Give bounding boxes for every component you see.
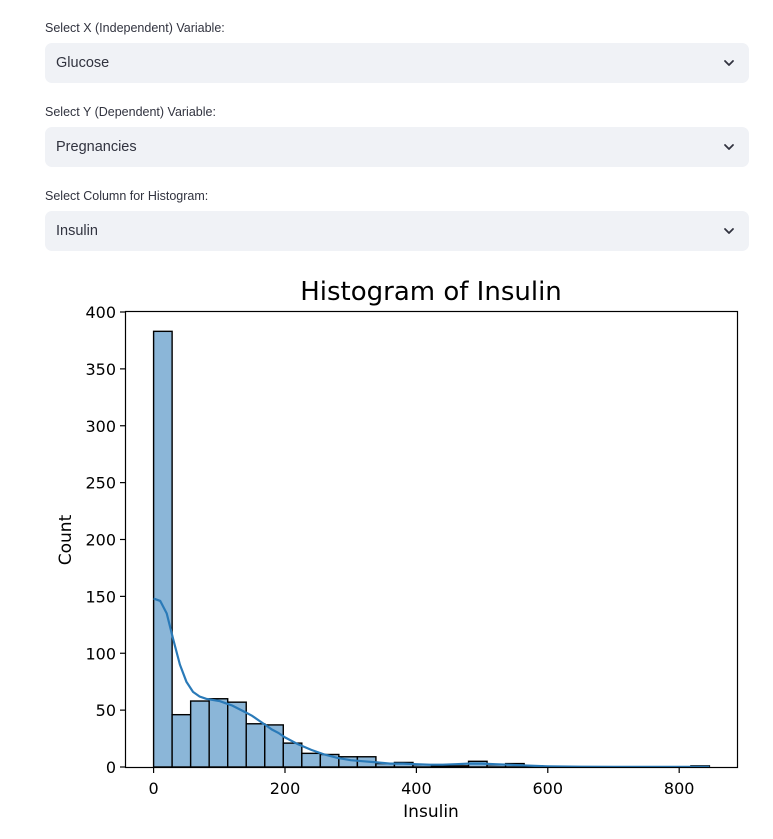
y-tick-label: 200 (85, 531, 116, 550)
chart-title: Histogram of Insulin (300, 277, 562, 307)
histogram-bar (208, 698, 229, 768)
x-variable-select[interactable]: Glucose (45, 43, 749, 83)
y-tick-label: 400 (85, 303, 116, 322)
x-tick-label: 400 (401, 779, 432, 798)
x-tick-label: 600 (533, 779, 564, 798)
histogram-bar (430, 765, 451, 768)
histogram-bar (171, 713, 192, 768)
x-variable-field: Select X (Independent) Variable: Glucose (45, 20, 749, 83)
y-variable-label: Select Y (Dependent) Variable: (45, 105, 216, 119)
y-tick-label: 50 (96, 701, 116, 720)
y-tick-label: 0 (106, 758, 116, 777)
kde-curve (153, 597, 710, 768)
histogram-bar (189, 700, 210, 768)
y-axis-label: Count (56, 514, 76, 565)
y-tick-label: 250 (85, 474, 116, 493)
y-variable-field: Select Y (Dependent) Variable: Pregnanci… (45, 104, 749, 167)
histogram-bar (301, 752, 322, 768)
x-tick-label: 0 (148, 779, 158, 798)
y-axis-ticks: 0 50 100 150 200 250 300 350 400 (85, 303, 126, 777)
y-variable-select[interactable]: Pregnancies (45, 127, 749, 167)
x-variable-label: Select X (Independent) Variable: (45, 21, 225, 35)
y-tick-label: 150 (85, 587, 116, 606)
x-tick-label: 200 (270, 779, 301, 798)
chevron-down-icon (724, 228, 734, 234)
x-variable-value: Glucose (56, 55, 110, 71)
insulin-histogram-chart: Histogram of Insulin 0 200 400 600 800 0 50 10… (56, 277, 739, 822)
x-axis-ticks: 0 200 400 600 800 (148, 767, 694, 798)
histogram-column-field: Select Column for Histogram: Insulin (45, 188, 749, 251)
histogram-column-select[interactable]: Insulin (45, 211, 749, 251)
y-tick-label: 350 (85, 360, 116, 379)
histogram-column-value: Insulin (56, 223, 98, 239)
histogram-bar (282, 742, 303, 768)
histogram-bar (152, 330, 173, 768)
chevron-down-icon (724, 144, 734, 150)
y-variable-value: Pregnancies (56, 139, 137, 155)
y-tick-label: 100 (85, 644, 116, 663)
chevron-down-icon (724, 60, 734, 66)
x-tick-label: 800 (664, 779, 695, 798)
histogram-column-label: Select Column for Histogram: (45, 189, 209, 203)
y-tick-label: 300 (85, 417, 116, 436)
histogram-bars (152, 330, 711, 768)
histogram-bar (449, 765, 470, 768)
histogram-bar (245, 723, 266, 768)
x-axis-label: Insulin (403, 802, 459, 822)
